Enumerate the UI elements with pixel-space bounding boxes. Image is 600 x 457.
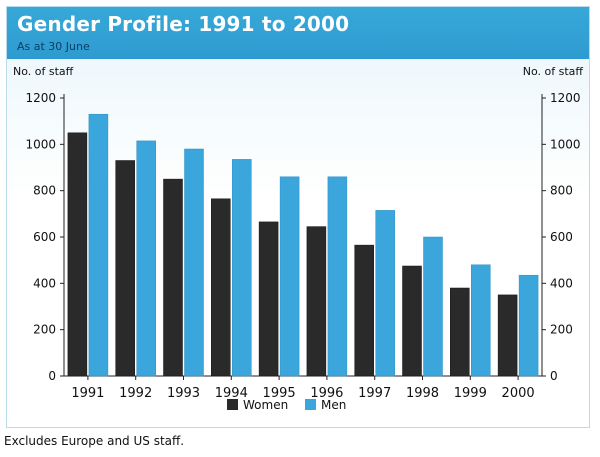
x-tick-label: 1992 [119, 386, 152, 401]
footnote: Excludes Europe and US staff. [4, 434, 185, 448]
y-tick-label-right: 1200 [550, 91, 581, 105]
bar-women-1993 [163, 178, 183, 377]
y-tick-label-right: 600 [550, 230, 573, 244]
y-tick-label-right: 0 [550, 369, 558, 383]
legend-label-men: Men [321, 398, 346, 412]
y-tick-label-left: 1200 [25, 91, 56, 105]
y-tick-label-left: 1000 [25, 137, 56, 151]
x-tick-label: 1996 [310, 386, 343, 401]
y-tick-label-left: 600 [33, 230, 56, 244]
bar-women-1997 [354, 244, 374, 377]
bar-women-1999 [450, 287, 470, 377]
bar-women-1991 [67, 132, 88, 377]
y-tick-label-right: 200 [550, 323, 573, 337]
chart-subtitle: As at 30 June [17, 40, 90, 53]
bar-men-1994 [232, 159, 252, 377]
y-tick-label-left: 0 [48, 369, 56, 383]
chart-header: Gender Profile: 1991 to 2000 As at 30 Ju… [7, 7, 589, 59]
y-tick-label-left: 800 [33, 184, 56, 198]
x-tick-label: 1993 [167, 386, 200, 401]
bar-men-1997 [375, 210, 395, 377]
x-tick-label: 1994 [215, 386, 248, 401]
bar-women-1998 [402, 265, 422, 377]
x-tick-label: 1997 [358, 386, 391, 401]
bar-men-1998 [423, 236, 443, 377]
legend-label-women: Women [243, 398, 288, 412]
bar-women-1996 [306, 226, 327, 377]
bar-men-1991 [88, 113, 109, 377]
bar-women-1994 [211, 198, 231, 377]
y-axis-label-left: No. of staff [13, 65, 74, 78]
x-tick-label: 1999 [454, 386, 487, 401]
y-tick-label-right: 400 [550, 276, 573, 290]
bar-men-1996 [327, 176, 348, 377]
x-tick-label: 2000 [502, 386, 535, 401]
y-tick-label-right: 800 [550, 184, 573, 198]
bar-men-1992 [136, 140, 156, 377]
bar-men-1993 [184, 148, 204, 377]
x-tick-label: 1991 [71, 386, 104, 401]
legend-swatch-men [305, 399, 316, 410]
bar-chart: 0 0 200 200 400 400 600 600 800 800 1000 1000 1200 12… [25, 91, 581, 412]
y-tick-label-right: 1000 [550, 137, 581, 151]
chart-title: Gender Profile: 1991 to 2000 [17, 12, 350, 36]
bar-women-2000 [497, 294, 518, 377]
bar-women-1995 [258, 221, 279, 377]
y-axis-label-right: No. of staff [522, 65, 583, 78]
bar-men-2000 [518, 274, 539, 377]
x-tick-label: 1998 [406, 386, 439, 401]
x-tick-label: 1995 [263, 386, 296, 401]
y-tick-label-left: 400 [33, 276, 56, 290]
chart-panel: Gender Profile: 1991 to 2000 As at 30 Ju… [6, 6, 590, 428]
legend-swatch-women [227, 399, 238, 410]
bar-men-1999 [471, 264, 491, 377]
bar-women-1992 [115, 160, 135, 377]
bar-men-1995 [279, 176, 300, 377]
y-tick-label-left: 200 [33, 323, 56, 337]
